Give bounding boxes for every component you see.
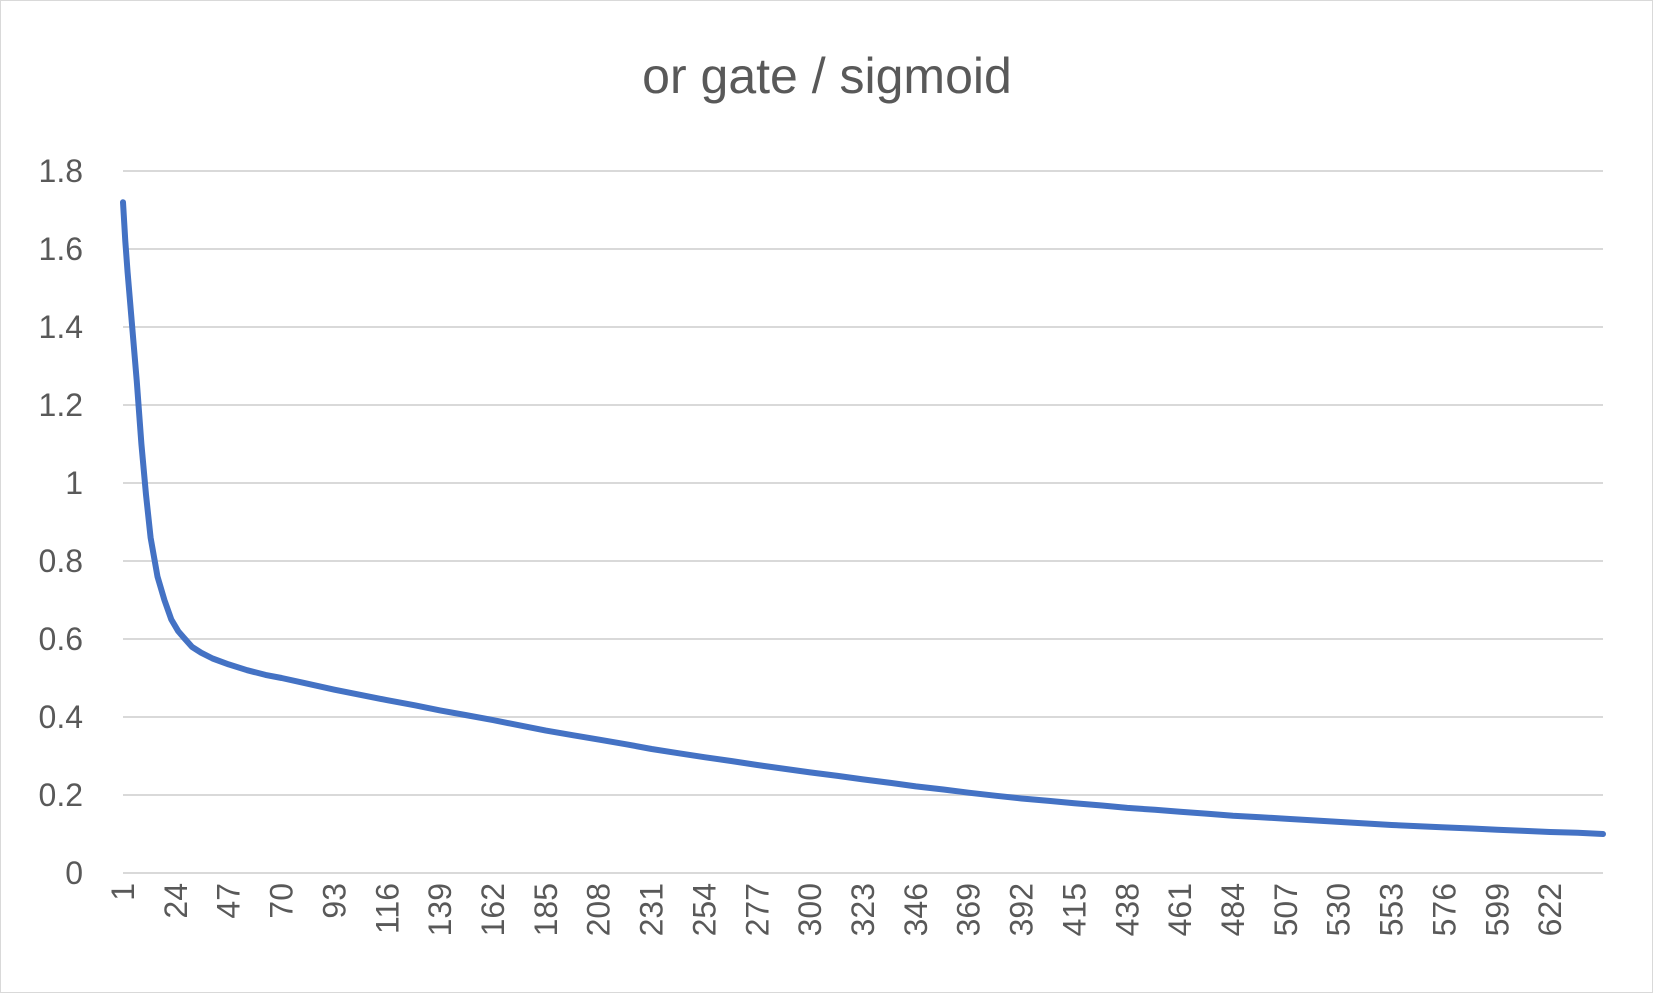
x-tick-label: 461 <box>1162 883 1198 936</box>
y-tick-label: 1.8 <box>39 153 83 189</box>
x-tick-label: 185 <box>528 883 564 936</box>
x-axis-tick-labels: 1 24 47 70 93 116 139 162 185 208 231 254 277 300 323 3… <box>105 883 1568 936</box>
x-tick-label: 93 <box>316 883 352 919</box>
x-tick-label: 530 <box>1321 883 1357 936</box>
y-tick-label: 0.6 <box>39 621 83 657</box>
x-tick-label: 576 <box>1426 883 1462 936</box>
x-tick-label: 277 <box>739 883 775 936</box>
y-tick-label: 1 <box>65 465 83 501</box>
y-tick-label: 0.2 <box>39 777 83 813</box>
x-tick-label: 553 <box>1374 883 1410 936</box>
y-tick-label: 1.4 <box>39 309 83 345</box>
series-layer <box>120 199 1606 837</box>
chart-title: or gate / sigmoid <box>642 48 1012 104</box>
y-tick-label: 1.2 <box>39 387 83 423</box>
x-tick-label: 415 <box>1056 883 1092 936</box>
x-tick-label: 392 <box>1004 883 1040 936</box>
x-tick-label: 346 <box>898 883 934 936</box>
x-tick-label: 599 <box>1479 883 1515 936</box>
x-tick-label: 162 <box>475 883 511 936</box>
x-tick-label: 323 <box>845 883 881 936</box>
y-tick-label: 0 <box>65 855 83 891</box>
x-tick-label: 1 <box>105 883 141 901</box>
x-tick-label: 254 <box>686 883 722 936</box>
x-tick-label: 622 <box>1532 883 1568 936</box>
gridlines <box>123 170 1603 874</box>
x-tick-label: 24 <box>158 883 194 919</box>
y-tick-label: 1.6 <box>39 231 83 267</box>
x-tick-label: 231 <box>634 883 670 936</box>
y-axis-tick-labels: 0 0.2 0.4 0.6 0.8 1 1.2 1.4 1.6 1.8 <box>39 153 83 891</box>
x-tick-label: 208 <box>581 883 617 936</box>
x-tick-label: 70 <box>264 883 300 919</box>
x-tick-label: 300 <box>792 883 828 936</box>
series-line <box>120 199 1606 837</box>
x-tick-label: 484 <box>1215 883 1251 936</box>
x-tick-label: 139 <box>422 883 458 936</box>
x-tick-label: 369 <box>951 883 987 936</box>
x-tick-label: 507 <box>1268 883 1304 936</box>
y-tick-label: 0.4 <box>39 699 83 735</box>
x-tick-label: 438 <box>1109 883 1145 936</box>
y-tick-label: 0.8 <box>39 543 83 579</box>
x-tick-label: 116 <box>369 883 405 934</box>
x-tick-label: 47 <box>211 883 247 919</box>
